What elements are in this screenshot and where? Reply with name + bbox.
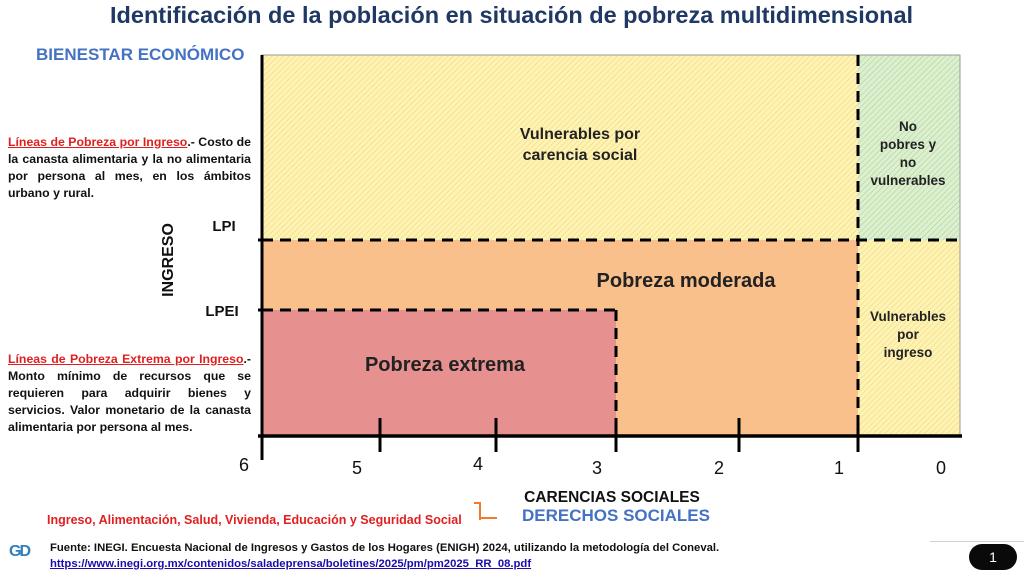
poverty-diagram: 6 5 4 3 2 1 0 CARENCIAS SOCIALES INGRESO… [160,54,962,520]
economic-wellbeing-label: BIENESTAR ECONÓMICO [36,45,245,64]
x-tick-label-5: 5 [352,458,362,478]
vulnerables-carencia-line1: Vulnerables por [520,126,640,143]
x-tick-label-0: 0 [936,458,946,478]
region-vulnerables-carencia [262,55,858,240]
gd-logo: GD [9,543,31,560]
x-axis-label: CARENCIAS SOCIALES [524,489,700,506]
source-link[interactable]: https://www.inegi.org.mx/contenidos/sala… [50,558,532,570]
x-axis-ticks [378,418,860,452]
lpi-definition-text: .- Costo de la canasta alimentaria y la … [8,135,251,200]
x-tick-label-2: 2 [714,458,724,478]
vulnerables-ingreso-line2: por [897,327,919,342]
lpi-definition: Líneas de Pobreza por Ingreso.- Costo de… [8,134,251,202]
footer-divider [930,541,1024,542]
no-pobres-line4: vulnerables [870,173,945,188]
lpei-definition-term: Líneas de Pobreza Extrema por Ingreso [8,352,244,366]
x-tick-label-3: 3 [592,458,602,478]
y-axis-label: INGRESO [160,223,177,297]
lpi-label: LPI [212,218,235,235]
region-no-pobres [858,55,960,240]
social-rights-list: Ingreso, Alimentación, Salud, Vivienda, … [47,513,462,527]
x-tick-label-6: 6 [239,455,249,475]
lpei-definition: Líneas de Pobreza Extrema por Ingreso.- … [8,351,251,436]
vulnerables-ingreso-line3: ingreso [884,345,933,360]
page-number-badge: 1 [969,544,1017,570]
no-pobres-line1: No [899,119,917,134]
no-pobres-line2: pobres y [880,137,937,152]
page-title: Identificación de la población en situac… [110,2,914,28]
social-rights-label: DERECHOS SOCIALES [522,506,710,525]
pobreza-moderada-label: Pobreza moderada [597,270,777,292]
rights-bracket [474,502,497,520]
region-pobreza-extrema [262,310,616,436]
x-tick-label-1: 1 [834,458,844,478]
pobreza-extrema-label: Pobreza extrema [365,354,526,376]
region-vulnerables-ingreso [858,240,960,436]
source-note: Fuente: INEGI. Encuesta Nacional de Ingr… [50,542,720,554]
lpei-definition-text: .- Monto mínimo de recursos que se requi… [8,352,251,434]
x-tick-label-4: 4 [473,454,483,474]
lpi-definition-term: Líneas de Pobreza por Ingreso [8,135,188,149]
vulnerables-ingreso-line1: Vulnerables [870,309,946,324]
no-pobres-line3: no [900,155,917,170]
lpei-label: LPEI [205,303,238,320]
vulnerables-carencia-line2: carencia social [523,147,638,164]
